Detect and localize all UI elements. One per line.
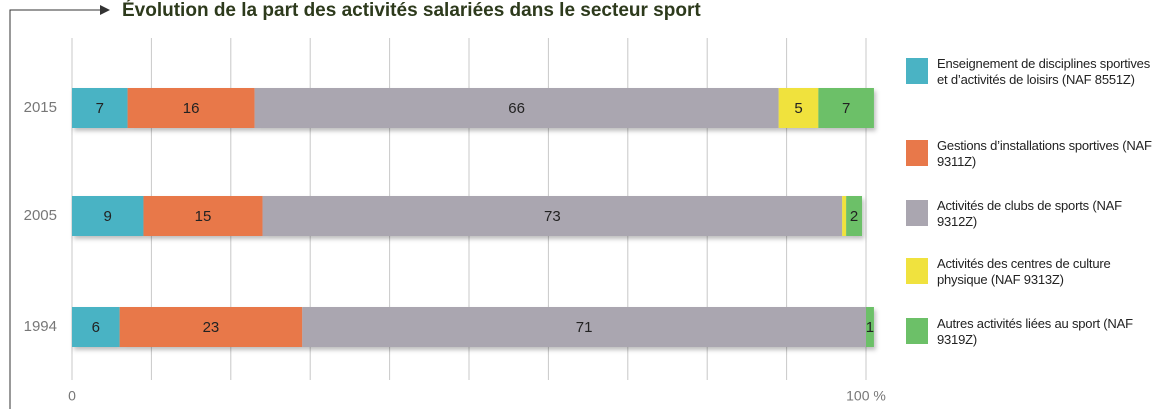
bar-segment xyxy=(866,307,874,347)
decor-line xyxy=(9,9,100,409)
legend-label: Activités des centres de culture physiqu… xyxy=(937,256,1111,287)
chart-title: Évolution de la part des activités salar… xyxy=(122,0,701,21)
bar-group xyxy=(72,196,863,236)
bar-group xyxy=(72,88,874,128)
bar-segment xyxy=(143,196,263,236)
decor-arrow xyxy=(100,5,110,15)
bar-segment xyxy=(72,196,144,236)
legend-swatch xyxy=(906,258,928,284)
legend-label: Activités de clubs de sports (NAF 9312Z) xyxy=(937,198,1122,229)
value-label: 6 xyxy=(92,319,100,336)
bar-segment xyxy=(127,88,255,128)
bar-segment xyxy=(818,88,874,128)
value-label: 7 xyxy=(842,100,850,117)
bar-segment xyxy=(778,88,819,128)
value-label: 15 xyxy=(195,208,212,225)
legend-label: Enseignement de disciplines sportives et… xyxy=(937,56,1150,87)
bar-segment xyxy=(846,196,863,236)
value-label: 66 xyxy=(508,100,525,117)
bar-segment xyxy=(262,196,843,236)
bar-segment xyxy=(72,307,120,347)
y-tick-label: 2005 xyxy=(24,207,57,224)
bar-group xyxy=(72,307,874,347)
bar-segment xyxy=(119,307,303,347)
value-label: 16 xyxy=(183,100,200,117)
legend-swatch xyxy=(906,140,928,166)
y-tick-label: 2015 xyxy=(24,99,57,116)
value-label: 5 xyxy=(794,100,802,117)
legend-label: Gestions d’installations sportives (NAF … xyxy=(937,138,1152,169)
value-label: 71 xyxy=(576,319,593,336)
bar-segment xyxy=(254,88,779,128)
legend-label: Autres activités liées au sport (NAF 931… xyxy=(937,316,1133,347)
value-label: 7 xyxy=(96,100,104,117)
value-label: 2 xyxy=(850,208,858,225)
x-tick-label: 0 xyxy=(68,388,76,404)
x-tick-label: 100 % xyxy=(846,388,886,404)
value-label: 1 xyxy=(866,319,874,336)
bar-segment xyxy=(72,88,128,128)
legend-swatch xyxy=(906,200,928,226)
value-label: 9 xyxy=(104,208,112,225)
y-tick-label: 1994 xyxy=(24,318,57,335)
bar-segment xyxy=(302,307,866,347)
legend-swatch xyxy=(906,58,928,84)
value-label: 23 xyxy=(203,319,220,336)
value-label: 73 xyxy=(544,208,561,225)
bar-segment xyxy=(842,196,847,236)
legend-swatch xyxy=(906,318,928,344)
